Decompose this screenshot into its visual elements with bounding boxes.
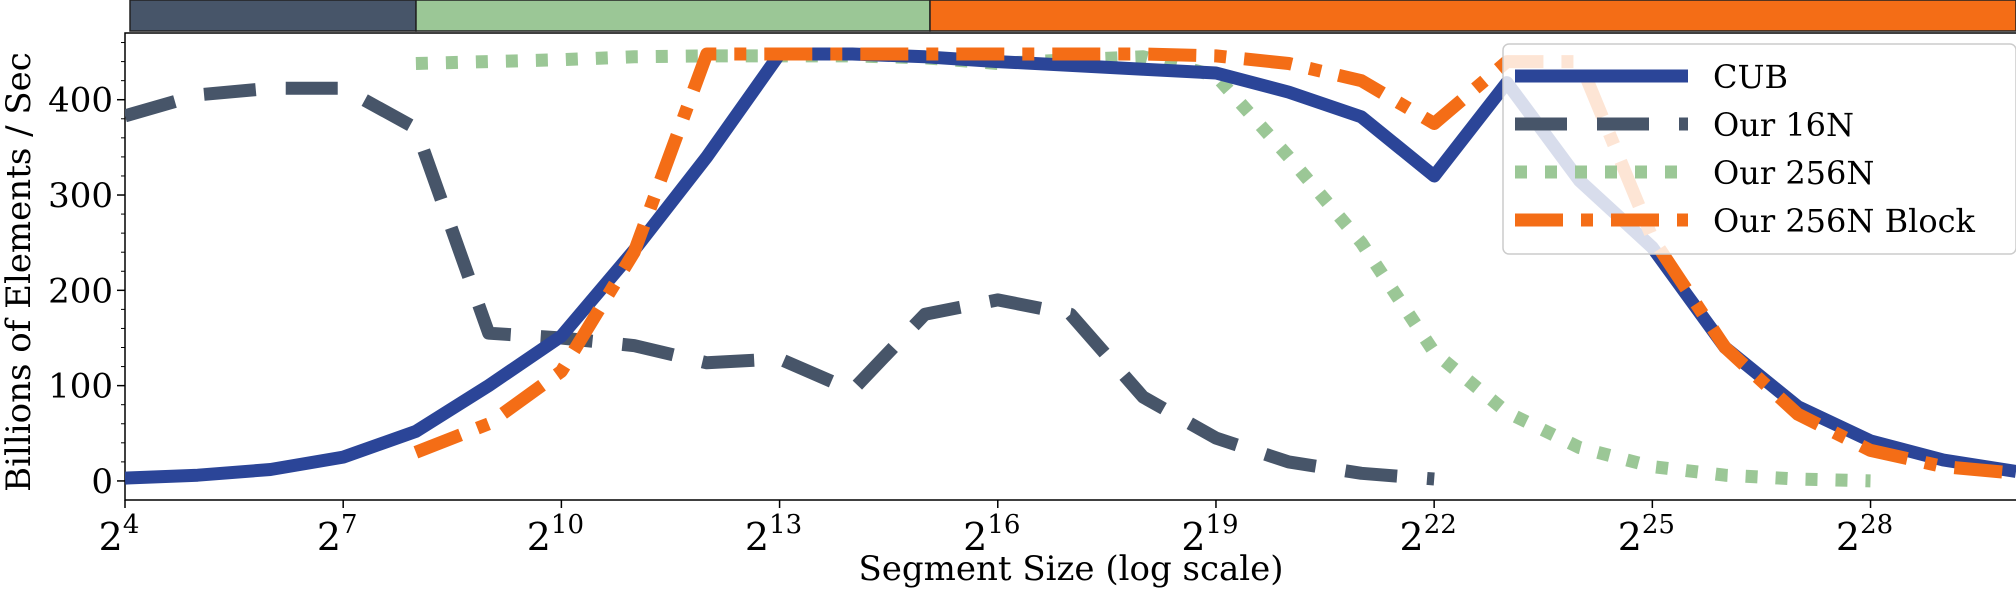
- x-tick-label: 219: [1181, 510, 1238, 559]
- x-tick-exponent: 7: [341, 510, 358, 540]
- x-tick-exponent: 22: [1424, 510, 1457, 540]
- y-tick-label: 200: [48, 271, 113, 311]
- x-tick-base: 2: [1181, 515, 1205, 559]
- legend-label-0: CUB: [1713, 58, 1788, 96]
- x-tick-exponent: 16: [987, 510, 1020, 540]
- top-strip: [129, 0, 2016, 32]
- x-tick-base: 2: [745, 515, 769, 559]
- x-tick-exponent: 25: [1642, 510, 1675, 540]
- x-axis-ticks: 24 27 210 213 216 219 222 225 228: [99, 500, 1893, 559]
- legend: CUB Our 16N Our 256N Our 256N Block: [1502, 43, 2016, 255]
- x-tick-exponent: 28: [1860, 510, 1893, 540]
- series-line-our-256n: [415, 49, 1871, 488]
- x-tick-label: 225: [1618, 510, 1675, 559]
- x-tick-base: 2: [1400, 515, 1424, 559]
- x-tick-label: 27: [317, 510, 358, 559]
- x-tick-exponent: 19: [1206, 510, 1239, 540]
- plot-frame: [124, 32, 2016, 501]
- x-tick-label: 216: [963, 510, 1020, 559]
- y-tick-label: 0: [91, 462, 113, 502]
- x-tick-label: 210: [527, 510, 584, 559]
- x-axis-label: Segment Size (log scale): [858, 549, 1283, 589]
- legend-label-3: Our 256N Block: [1713, 202, 1976, 240]
- y-tick-label: 300: [48, 176, 113, 216]
- x-tick-label: 222: [1400, 510, 1457, 559]
- series-line-our-256n-block: [413, 47, 2016, 480]
- x-tick-label: 24: [99, 510, 140, 559]
- x-tick-exponent: 13: [769, 510, 802, 540]
- legend-label-1: Our 16N: [1713, 106, 1854, 144]
- top-strip-segment-0: [129, 0, 417, 32]
- y-axis-ticks: 0 100 200 300 400: [48, 42, 125, 502]
- plot-border: [124, 32, 2016, 501]
- y-tick-label: 100: [48, 367, 113, 407]
- x-tick-base: 2: [527, 515, 551, 559]
- series-line-our-16n: [125, 81, 1435, 486]
- series-layer: [125, 47, 2016, 488]
- x-tick-base: 2: [1618, 515, 1642, 559]
- y-axis-label: Billions of Elements / Sec: [0, 52, 39, 492]
- x-tick-base: 2: [1836, 515, 1860, 559]
- x-tick-base: 2: [963, 515, 987, 559]
- y-tick-label: 400: [48, 81, 113, 121]
- x-tick-label: 213: [745, 510, 802, 559]
- top-strip-segment-1: [415, 0, 931, 32]
- x-tick-exponent: 4: [123, 510, 140, 540]
- x-tick-label: 228: [1836, 510, 1893, 559]
- x-tick-base: 2: [99, 515, 123, 559]
- x-tick-exponent: 10: [551, 510, 584, 540]
- legend-box: [1502, 43, 2016, 255]
- legend-label-2: Our 256N: [1713, 154, 1874, 192]
- top-strip-segment-2: [929, 0, 2016, 32]
- x-tick-base: 2: [317, 515, 341, 559]
